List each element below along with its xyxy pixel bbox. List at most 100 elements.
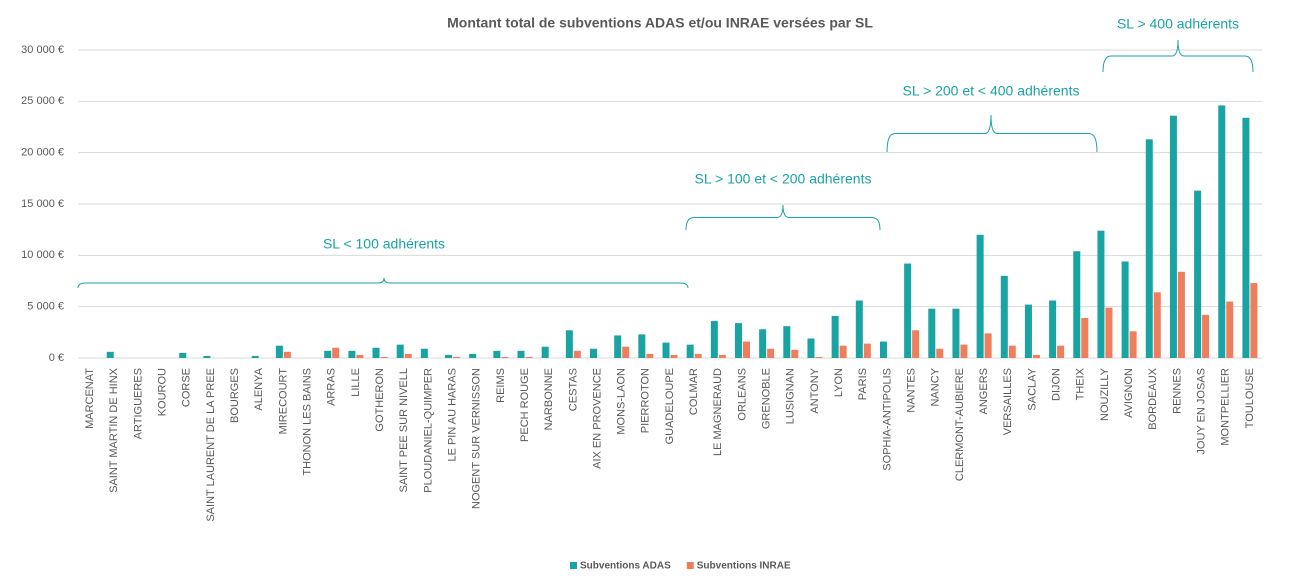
bar xyxy=(831,315,839,358)
x-tick-label: PLOUDANIEL-QUIMPER xyxy=(422,368,434,493)
bar xyxy=(622,346,630,358)
bar xyxy=(1250,283,1258,358)
bracket xyxy=(77,277,689,289)
bar xyxy=(283,351,291,358)
bar xyxy=(638,334,646,358)
x-tick-label: SAINT MARTIN DE HINX xyxy=(108,367,120,493)
bar xyxy=(1218,105,1226,358)
x-tick-label: LILLE xyxy=(350,368,362,397)
x-tick-label: SAINT LAURENT DE LA PREE xyxy=(205,368,217,522)
bar xyxy=(203,355,211,358)
bar xyxy=(1105,307,1113,358)
x-tick-label: PIERROTON xyxy=(640,368,652,433)
bar xyxy=(1024,304,1032,358)
bar xyxy=(1129,331,1137,358)
x-tick-label: LE PIN AU HARAS xyxy=(446,368,458,462)
bar xyxy=(1121,261,1129,358)
bar xyxy=(1226,301,1234,358)
bar xyxy=(1145,139,1153,358)
bar xyxy=(179,352,187,358)
bar xyxy=(694,353,702,358)
x-tick-label: RENNES xyxy=(1171,368,1183,414)
x-tick-label: LUSIGNAN xyxy=(785,368,797,424)
x-tick-label: ARRAS xyxy=(326,368,338,406)
x-tick-label: CORSE xyxy=(181,368,193,407)
bar xyxy=(1081,317,1089,358)
bar xyxy=(1194,190,1202,358)
bar xyxy=(1242,117,1250,358)
y-tick-label: 25 000 € xyxy=(21,95,64,107)
bar xyxy=(807,338,815,358)
y-tick-label: 5 000 € xyxy=(27,301,64,313)
bar xyxy=(662,342,670,358)
bar xyxy=(960,344,968,358)
x-tick-label: GRENOBLE xyxy=(761,368,773,429)
bar xyxy=(372,347,380,358)
annotation: SL < 100 adhérents xyxy=(323,236,445,252)
bar xyxy=(767,348,775,358)
x-tick-label: REIMS xyxy=(495,368,507,403)
x-tick-label: KOUROU xyxy=(156,368,168,416)
bar xyxy=(348,350,356,358)
bar xyxy=(275,345,283,358)
bracket xyxy=(685,204,881,231)
x-tick-label: SOPHIA-ANTIPOLIS xyxy=(881,368,893,471)
x-tick-label: MIRECOURT xyxy=(277,368,289,435)
bar xyxy=(670,354,678,358)
x-tick-label: COLMAR xyxy=(688,368,700,415)
bar xyxy=(1057,345,1065,358)
x-tick-label: PARIS xyxy=(857,368,869,400)
bar xyxy=(839,345,847,358)
bar xyxy=(590,348,598,358)
x-tick-label: THEIX xyxy=(1075,367,1087,400)
x-tick-label: PECH ROUGE xyxy=(519,368,531,442)
bar xyxy=(710,321,718,358)
bar xyxy=(501,356,509,358)
x-tick-label: VERSAILLES xyxy=(1002,368,1014,435)
x-tick-label: BOURGES xyxy=(229,368,241,423)
bar xyxy=(1097,230,1105,358)
bar xyxy=(396,344,404,358)
bar xyxy=(525,356,533,358)
bar xyxy=(1049,300,1057,358)
annotation: SL > 200 et < 400 adhérents xyxy=(903,83,1080,99)
x-tick-label: GUADELOUPE xyxy=(664,368,676,444)
bar xyxy=(106,351,114,358)
x-tick-label: SACLAY xyxy=(1026,367,1038,410)
x-tick-label: NANCY xyxy=(930,367,942,406)
x-tick-label: NOGENT SUR VERNISSON xyxy=(471,368,483,509)
bar xyxy=(976,234,984,358)
x-tick-label: AIX EN PROVENCE xyxy=(591,368,603,469)
legend-swatch xyxy=(686,562,694,569)
bar xyxy=(1073,251,1081,358)
bar xyxy=(952,308,960,358)
x-tick-label: JOUY EN JOSAS xyxy=(1195,368,1207,455)
bar xyxy=(936,348,944,358)
y-tick-label: 15 000 € xyxy=(21,198,64,210)
x-tick-label: NOUZILLY xyxy=(1099,367,1111,421)
annotation: SL > 400 adhérents xyxy=(1117,16,1239,32)
bar xyxy=(863,343,871,358)
y-tick-label: 10 000 € xyxy=(21,249,64,261)
bar xyxy=(1032,354,1040,358)
bar xyxy=(573,350,581,358)
bar xyxy=(718,354,726,358)
y-tick-label: 30 000 € xyxy=(21,44,64,56)
x-tick-label: ALENYA xyxy=(253,367,265,410)
bar xyxy=(453,356,461,358)
bar xyxy=(420,348,428,358)
bar xyxy=(614,335,622,358)
x-tick-label: TOULOUSE xyxy=(1244,368,1256,428)
bar xyxy=(1169,115,1177,358)
bar xyxy=(332,347,340,358)
bar xyxy=(904,263,912,358)
x-tick-label: MARCENAT xyxy=(84,368,96,429)
x-tick-label: MONS-LAON xyxy=(616,368,628,435)
x-tick-label: LE MAGNERAUD xyxy=(712,368,724,456)
bar xyxy=(686,344,694,358)
x-tick-label: NANTES xyxy=(906,368,918,413)
annotation: SL > 100 et < 200 adhérents xyxy=(695,171,872,187)
bar xyxy=(380,356,388,358)
bar xyxy=(565,330,573,358)
